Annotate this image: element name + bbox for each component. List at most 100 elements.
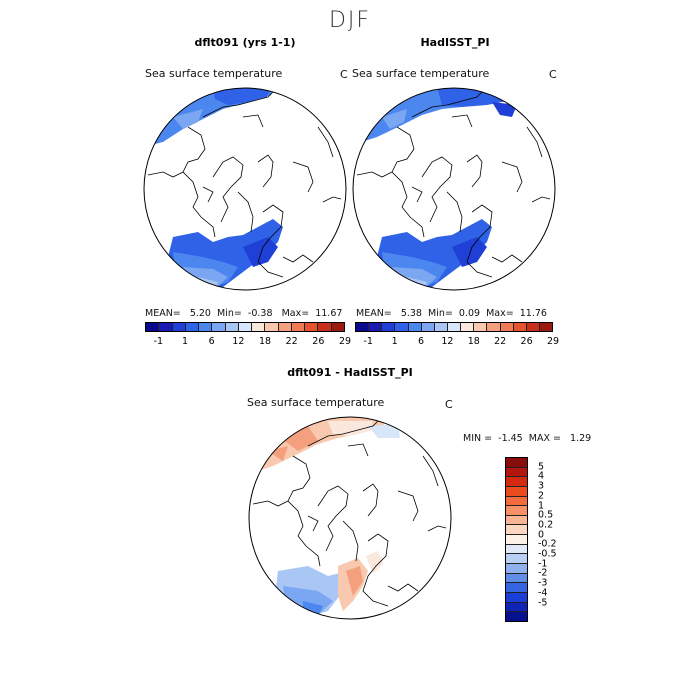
panel-3-colorbar-swatch	[506, 525, 527, 536]
panel-3-colorbar-tick-label: -0.2	[538, 538, 557, 550]
panel-3-colorbar-swatch	[506, 554, 527, 565]
panel-1-colorbar	[145, 322, 345, 332]
panel-3-colorbar-tick-label: 0.2	[538, 519, 554, 531]
panel-1-colorbar-swatch	[305, 323, 319, 331]
panel-3-colorbar-tick-label: 3	[538, 480, 545, 492]
panel-3-map	[248, 416, 452, 620]
panel-1-colorbar-swatch	[278, 323, 292, 331]
panel-3-colorbar-swatch	[506, 583, 527, 593]
panel-1-colorbar-swatch	[159, 323, 173, 331]
panel-2-colorbar-swatch	[513, 323, 527, 331]
panel-1-colorbar-swatch	[265, 323, 279, 331]
panel-2-colorbar-swatch	[408, 323, 422, 331]
panel-1-title: dflt091 (yrs 1-1)	[194, 36, 296, 49]
panel-1-colorbar-swatch	[199, 323, 213, 331]
panel-1-colorbar-tick-label: 6	[208, 336, 215, 347]
panel-2-colorbar-tick-label: 1	[391, 336, 398, 347]
panel-2-colorbar-swatch	[487, 323, 501, 331]
panel-2-colorbar-tick-label: 6	[417, 336, 425, 347]
panel-1-colorbar-swatch	[172, 323, 186, 331]
panel-1-subtitle: Sea surface temperature	[145, 67, 283, 80]
panel-3-colorbar-tick-label: 1	[538, 500, 545, 512]
panel-2-colorbar-swatch	[474, 323, 488, 331]
panel-3-colorbar-tick-label: 4	[538, 470, 545, 482]
panel-3-colorbar-swatch	[506, 467, 527, 478]
panel-3-colorbar-swatch	[506, 592, 527, 603]
panel-1-colorbar-tick-label: 26	[312, 336, 325, 347]
panel-3-colorbar-swatch	[506, 612, 527, 621]
panel-2-colorbar-swatch	[395, 323, 409, 331]
panel-1-map	[143, 87, 347, 291]
panel-2-colorbar-swatch	[447, 323, 462, 331]
panel-1-colorbar-tick-label: 12	[232, 336, 245, 347]
panel-2-colorbar-swatch	[526, 323, 540, 331]
panel-2-colorbar-swatch	[461, 323, 475, 331]
panel-1-colorbar-swatch	[291, 323, 306, 331]
panel-3-colorbar-swatch	[506, 458, 527, 468]
panel-2-colorbar	[355, 322, 553, 332]
panel-3-colorbar-swatch	[506, 602, 527, 613]
panel-2-colorbar-tick-label: 29	[546, 336, 560, 347]
panel-1-colorbar-tick-label: 22	[285, 336, 298, 347]
panel-1-colorbar-swatch	[318, 323, 332, 331]
panel-3-colorbar	[505, 457, 528, 622]
panel-1-colorbar-swatch	[185, 323, 200, 331]
panel-2-colorbar-tick-label: -1	[363, 336, 373, 347]
panel-3-colorbar-tick-label: -1	[538, 558, 548, 570]
panel-2-colorbar-swatch	[539, 323, 553, 331]
panel-2-colorbar-swatch	[421, 323, 435, 331]
panel-2-colorbar-swatch	[369, 323, 383, 331]
panel-1-colorbar-tick-label: -1	[153, 336, 164, 347]
panel-3-colorbar-labels: 5 4 3 2 1 0.5 0.2 0 -0.2 -0.5 -1 -2 -3 -4 -5	[538, 457, 578, 622]
panel-1-colorbar-swatch	[331, 323, 344, 331]
panel-2-colorbar-labels: -1 1 6 12 18 22 26 29	[355, 336, 559, 348]
panel-3-colorbar-tick-label: 2	[538, 490, 545, 502]
panel-1-colorbar-tick-label: 29	[338, 336, 352, 347]
panel-3-colorbar-swatch	[506, 535, 527, 545]
panel-2-subtitle: Sea surface temperature	[352, 67, 490, 80]
panel-3-colorbar-tick-label: -2	[538, 567, 548, 579]
panel-3-colorbar-tick-label: -5	[538, 597, 548, 609]
panel-3-colorbar-tick-label: 5	[538, 461, 545, 473]
panel-1-stats: MEAN= 5.20 Min= -0.38 Max= 11.67	[145, 308, 343, 319]
panel-2-colorbar-swatch	[500, 323, 514, 331]
panel-1-unit: C	[340, 68, 348, 81]
panel-2-colorbar-swatch	[382, 323, 396, 331]
panel-2-unit: C	[549, 68, 557, 81]
panel-2-colorbar-swatch	[434, 323, 448, 331]
panel-3-colorbar-swatch	[506, 573, 527, 584]
panel-1-colorbar-swatch	[252, 323, 266, 331]
panel-1-colorbar-swatch	[212, 323, 226, 331]
panel-3-colorbar-tick-label: -0.5	[538, 548, 557, 560]
panel-2-colorbar-tick-label: 12	[441, 336, 454, 347]
panel-3-unit: C	[445, 398, 453, 411]
panel-3-colorbar-tick-label: 0	[538, 529, 545, 541]
panel-3-colorbar-swatch	[506, 486, 527, 497]
panel-2-map	[352, 87, 556, 291]
panel-3-colorbar-swatch	[506, 564, 527, 574]
panel-2-colorbar-tick-label: 18	[467, 336, 480, 347]
panel-1-colorbar-tick-label: 1	[181, 336, 189, 347]
panel-3-colorbar-swatch	[506, 544, 527, 555]
panel-1-colorbar-swatch	[238, 323, 253, 331]
panel-2-colorbar-tick-label: 22	[494, 336, 507, 347]
panel-3-title: dflt091 - HadISST_PI	[287, 366, 413, 379]
panel-1-colorbar-labels: -1 1 6 12 18 22 26 29	[145, 336, 351, 348]
panel-3-colorbar-tick-label: 0.5	[538, 509, 554, 521]
panel-1-colorbar-swatch	[225, 323, 239, 331]
panel-2-colorbar-swatch	[356, 323, 370, 331]
panel-3-colorbar-tick-label: -3	[538, 577, 548, 589]
panel-2-colorbar-tick-label: 26	[520, 336, 533, 347]
panel-1-colorbar-tick-label: 18	[258, 336, 272, 347]
panel-3-colorbar-swatch	[506, 515, 527, 526]
panel-3-subtitle: Sea surface temperature	[247, 396, 385, 409]
panel-3-colorbar-swatch	[506, 506, 527, 516]
panel-3-colorbar-tick-label: -4	[538, 587, 548, 599]
panel-2-stats: MEAN= 5.38 Min= 0.09 Max= 11.76	[356, 308, 547, 319]
panel-2-title: HadISST_PI	[420, 36, 490, 49]
panel-3-colorbar-swatch	[506, 477, 527, 487]
panel-3-colorbar-swatch	[506, 496, 527, 507]
panel-3-stats: MIN = -1.45 MAX = 1.29	[463, 433, 592, 444]
panel-1-colorbar-swatch	[146, 323, 160, 331]
figure-title: DJF	[328, 8, 372, 33]
